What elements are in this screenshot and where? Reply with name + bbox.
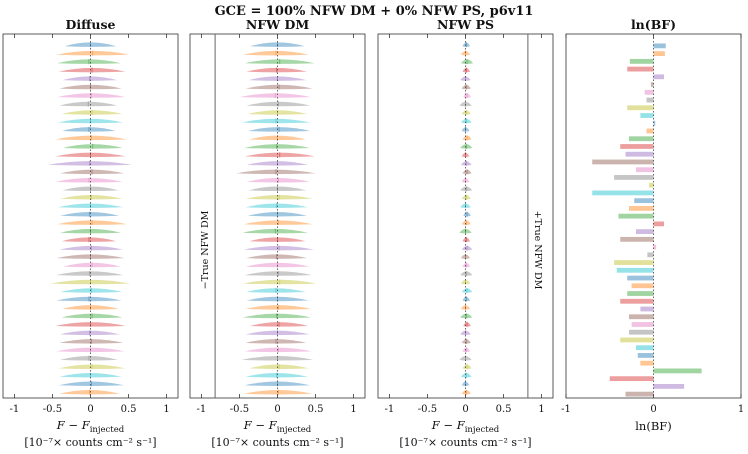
x-tick-label: 0 bbox=[87, 404, 93, 415]
bf-bar bbox=[618, 213, 654, 219]
x-axis-label-subscript: injected bbox=[277, 425, 312, 435]
bf-bar bbox=[616, 267, 654, 273]
x-tick-label: -1 bbox=[197, 404, 207, 415]
x-tick-label: 0.5 bbox=[308, 404, 324, 415]
x-tick-label: -1 bbox=[561, 404, 571, 415]
bf-bar bbox=[629, 329, 654, 335]
x-tick-label: -1 bbox=[385, 404, 395, 415]
bf-bar bbox=[653, 51, 665, 57]
x-axis-label: F − Finjected bbox=[431, 418, 500, 435]
bf-bar bbox=[653, 221, 664, 227]
panel-title: NFW PS bbox=[437, 17, 494, 32]
x-axis-label-subscript: injected bbox=[90, 425, 125, 435]
x-tick-label: -0.5 bbox=[43, 404, 62, 415]
bf-bar bbox=[631, 283, 654, 289]
bf-bar bbox=[636, 167, 654, 173]
x-tick-label: 1 bbox=[163, 404, 169, 415]
x-axis-unit: [10⁻⁷× counts cm⁻² s⁻¹] bbox=[211, 436, 343, 449]
bf-bar bbox=[653, 383, 685, 389]
bf-bar bbox=[627, 105, 654, 111]
true-value-label: −True NFW DM bbox=[200, 210, 211, 289]
bf-bar bbox=[620, 236, 654, 242]
bf-bar bbox=[592, 159, 654, 165]
bf-bar bbox=[625, 391, 654, 397]
x-tick-label: 1 bbox=[738, 404, 744, 415]
bf-bar bbox=[637, 353, 654, 358]
panel-ln-bf: ln(BF) -1 0 1 ln(BF) bbox=[561, 17, 744, 433]
bf-bar bbox=[625, 151, 654, 157]
bf-bar bbox=[636, 229, 654, 235]
bf-bar bbox=[653, 43, 666, 49]
bf-bar bbox=[627, 291, 654, 296]
bf-bar bbox=[653, 368, 702, 374]
true-value-label: +True NFW DM bbox=[532, 211, 543, 290]
bf-bar bbox=[640, 113, 654, 118]
bf-bar bbox=[629, 314, 654, 320]
panel-title: ln(BF) bbox=[631, 17, 676, 32]
x-axis-unit: [10⁻⁷× counts cm⁻² s⁻¹] bbox=[24, 436, 156, 449]
bf-bar bbox=[620, 298, 654, 304]
x-axis-label: F − Finjected bbox=[56, 418, 125, 435]
panel-diffuse: Diffuse -1 -0.5 0 0.5 1 F − Finjected[10⁻⁷× co… bbox=[2, 17, 179, 449]
x-axis-label: F − Finjected bbox=[243, 418, 312, 435]
bf-bar bbox=[650, 82, 654, 87]
bf-bar bbox=[644, 89, 654, 95]
bf-bar bbox=[627, 275, 654, 281]
panel-title: NFW DM bbox=[246, 17, 310, 32]
x-axis-unit: [10⁻⁷× counts cm⁻² s⁻¹] bbox=[399, 436, 531, 449]
bf-bar bbox=[647, 252, 654, 258]
bf-bar bbox=[653, 74, 664, 80]
x-tick-label: -0.5 bbox=[418, 404, 437, 415]
x-tick-label: 0.5 bbox=[121, 404, 137, 415]
bf-bar bbox=[640, 306, 654, 312]
figure-suptitle: GCE = 100% NFW DM + 0% NFW PS, p6v11 bbox=[215, 4, 534, 19]
bf-bar bbox=[629, 58, 654, 64]
bf-bar bbox=[609, 376, 654, 382]
bf-bar bbox=[614, 260, 654, 265]
x-tick-label: 1 bbox=[350, 404, 356, 415]
bf-bar bbox=[653, 120, 656, 126]
bf-bar bbox=[629, 136, 654, 142]
bf-bar bbox=[631, 322, 654, 327]
x-axis-label-main: F − F bbox=[56, 418, 91, 432]
x-tick-label: 0 bbox=[650, 404, 656, 415]
panel-nfw-ps: NFW PS -1 -0.5 0 0.5 1 F − Finjected[10⁻⁷× cou… bbox=[377, 17, 554, 449]
panel-title: Diffuse bbox=[66, 17, 116, 32]
x-tick-label: -0.5 bbox=[230, 404, 249, 415]
x-tick-label: 0 bbox=[462, 404, 468, 415]
bf-bar bbox=[646, 128, 654, 134]
x-axis-label-main: F − F bbox=[431, 418, 466, 432]
bf-bar bbox=[620, 144, 654, 149]
bf-bar bbox=[614, 175, 654, 180]
x-tick-label: 1 bbox=[538, 404, 544, 415]
bf-bar bbox=[629, 205, 654, 211]
x-tick-label: 0 bbox=[274, 404, 280, 415]
x-tick-label: -1 bbox=[10, 404, 20, 415]
bf-bar bbox=[592, 190, 654, 196]
x-axis-label: ln(BF) bbox=[635, 419, 672, 433]
bf-bar bbox=[646, 97, 654, 103]
x-axis-label-subscript: injected bbox=[465, 425, 500, 435]
bf-bar bbox=[620, 337, 654, 343]
panel-nfw-dm: NFW DM -1 -0.5 0 0.5 1 F − Finjected[10⁻⁷× cou… bbox=[189, 17, 366, 449]
bf-bar bbox=[627, 66, 654, 72]
x-axis-label-main: F − F bbox=[243, 418, 278, 432]
bf-bar bbox=[634, 198, 654, 204]
bf-bar bbox=[640, 360, 654, 366]
bf-bar bbox=[653, 244, 657, 250]
x-tick-label: 0.5 bbox=[496, 404, 512, 415]
bf-bar bbox=[649, 182, 654, 188]
bf-bar bbox=[636, 345, 654, 351]
